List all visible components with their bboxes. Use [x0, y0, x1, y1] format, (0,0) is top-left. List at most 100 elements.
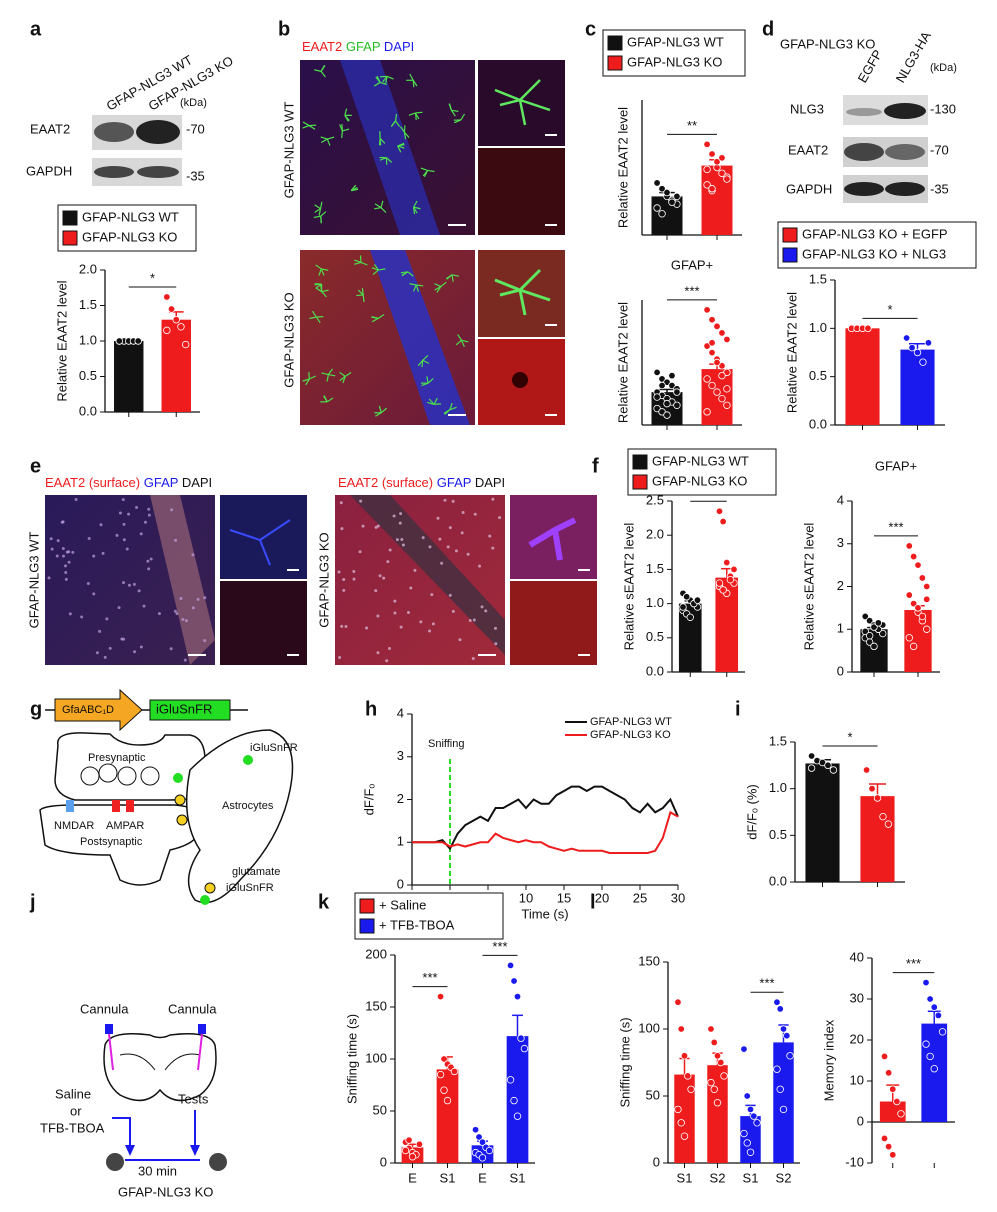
y-tick-label: 1.5 — [769, 733, 787, 748]
astrocyte — [397, 144, 405, 147]
data-point — [879, 812, 887, 821]
nucleus — [478, 564, 482, 568]
legend-label: GFAP-NLG3 KO — [82, 229, 177, 244]
nucleus — [387, 646, 391, 650]
nucleus — [471, 656, 475, 660]
data-point — [713, 358, 721, 367]
astrocyte — [314, 204, 321, 210]
diagram-g-text: iGluSnFR — [250, 742, 298, 754]
data-point — [713, 322, 721, 331]
astrocyte — [315, 316, 321, 324]
diagram-j-polygon — [125, 1145, 135, 1156]
nucleus — [65, 550, 69, 554]
nucleus — [92, 554, 96, 558]
astrocyte — [446, 274, 453, 280]
astrocyte — [373, 264, 379, 271]
astrocyte — [422, 359, 430, 365]
data-point — [401, 1146, 410, 1155]
image-e-polygon — [150, 495, 215, 665]
nucleus — [174, 538, 178, 542]
nucleus — [443, 498, 447, 502]
astrocyte — [412, 284, 417, 292]
data-point — [478, 1138, 487, 1146]
panel-labels-text: l — [590, 891, 596, 913]
data-point — [880, 1052, 889, 1061]
nucleus — [393, 599, 397, 603]
image-e-text: EAAT2 (surface) GFAP DAPI — [338, 475, 505, 490]
bar — [114, 341, 144, 412]
x-tick-label: S1 — [743, 1170, 759, 1185]
astrocyte — [416, 284, 424, 287]
diagram-g-circle — [173, 773, 183, 783]
nucleus — [56, 539, 60, 543]
image-e-rect — [510, 581, 597, 665]
data-point — [668, 198, 676, 206]
data-point — [708, 316, 716, 324]
astrocyte — [320, 65, 326, 72]
annotation-label: Sniffing — [428, 738, 465, 750]
data-point — [923, 595, 931, 604]
diagram-g-circle — [98, 763, 118, 783]
nucleus — [80, 615, 84, 619]
stain-label: GFAP — [437, 475, 471, 490]
diagram-g-text: Astrocytes — [222, 800, 274, 812]
astrocyte — [451, 274, 460, 277]
data-point — [663, 411, 671, 419]
chart-title: GFAP+ — [875, 458, 917, 473]
nucleus — [359, 499, 363, 503]
data-point — [687, 1085, 695, 1093]
data-point — [719, 586, 727, 594]
nucleus — [67, 560, 71, 564]
legend-label: GFAP-NLG3 WT — [590, 716, 672, 728]
data-point — [864, 324, 872, 333]
diagram-g-circle — [117, 766, 137, 786]
chart-title: GFAP+ — [671, 257, 713, 272]
data-point — [436, 1070, 445, 1079]
legend-swatch — [359, 898, 375, 914]
y-tick-label: 0.5 — [809, 368, 827, 383]
astrocyte — [302, 125, 310, 129]
data-point — [658, 185, 666, 193]
y-tick-label: 50 — [646, 1087, 660, 1102]
data-point — [478, 1154, 487, 1162]
y-axis-label: Relative EAAT2 level — [54, 280, 69, 401]
astrocyte — [377, 313, 385, 319]
data-point — [884, 1069, 893, 1077]
astrocyte — [344, 115, 349, 122]
astrocyte — [395, 120, 401, 127]
nucleus — [395, 538, 399, 542]
panel-labels-text: k — [318, 891, 330, 913]
astrocyte — [379, 138, 382, 146]
data-point — [710, 1038, 718, 1047]
y-tick-label: 4 — [837, 492, 844, 507]
y-tick-label: 100 — [365, 1050, 387, 1065]
y-axis-label: Relative sEAAT2 level — [801, 523, 816, 651]
data-point — [703, 140, 711, 149]
bar — [436, 1069, 459, 1163]
data-point — [783, 1031, 791, 1040]
nucleus — [101, 551, 105, 555]
astrocyte — [354, 259, 362, 263]
nucleus — [365, 626, 369, 630]
data-point — [713, 1052, 722, 1060]
data-point — [440, 1055, 448, 1063]
astrocyte — [450, 109, 456, 117]
line-series — [412, 785, 679, 851]
astrocyte — [362, 295, 365, 303]
astrocyte — [318, 208, 322, 216]
astrocyte — [443, 409, 451, 414]
nucleus — [203, 596, 207, 600]
data-point — [172, 316, 180, 324]
astrocyte — [457, 334, 463, 341]
y-tick-label: 150 — [638, 953, 660, 968]
astrocyte — [318, 268, 322, 276]
data-point — [440, 1086, 448, 1094]
astrocyte — [449, 406, 457, 411]
bar — [921, 1023, 948, 1122]
nucleus — [86, 582, 90, 586]
diagram-j-rect — [198, 1024, 206, 1034]
data-point — [723, 385, 731, 393]
astrocyte — [451, 109, 459, 112]
nucleus — [488, 534, 492, 538]
data-point — [930, 1003, 938, 1011]
